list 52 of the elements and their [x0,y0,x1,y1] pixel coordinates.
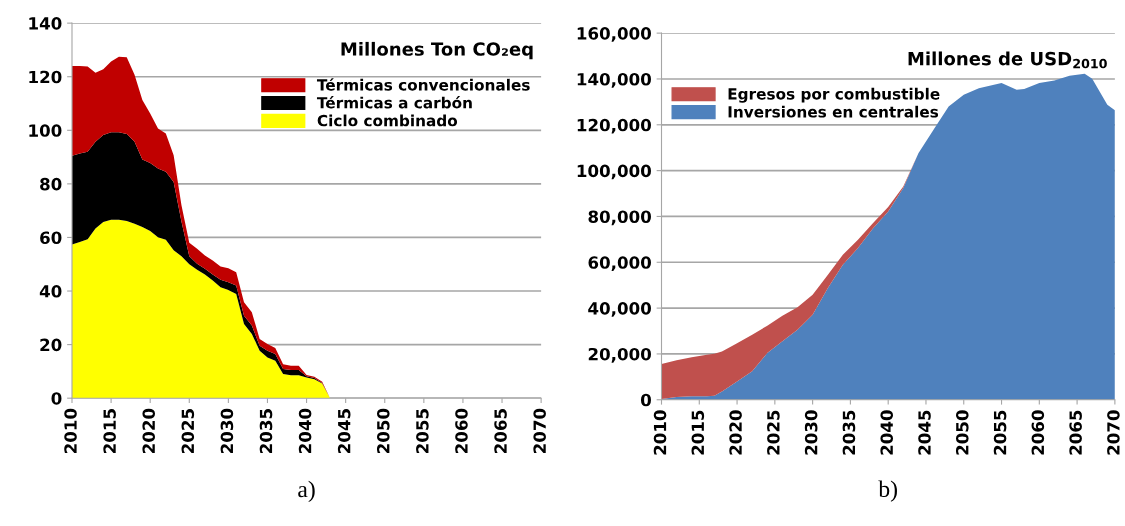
legend-label: Térmicas convencionales [316,78,530,91]
y-tick-label: 80 [40,177,62,191]
legend-label: Térmicas a carbón [316,96,472,109]
y-tick-label: 0 [51,392,62,405]
x-tick-label: 2010 [653,410,667,455]
legend-label: Ciclo combinado [317,114,458,127]
y-tick-label: 100,000 [577,164,651,180]
x-tick-label: 2030 [804,410,818,455]
y-tick-label: 100 [29,124,62,137]
x-tick-label: 2050 [955,410,969,455]
x-tick-label: 2070 [533,408,546,453]
x-tick-label: 2020 [729,410,742,455]
x-tick-label: 2070 [1107,410,1120,455]
y-tick-label: 140,000 [577,72,651,88]
y-tick-label: 140 [29,17,62,30]
legend-label: Inversiones en centrales [728,105,939,118]
x-tick-label: 2040 [298,408,312,453]
text: Millones de USD$_{2010}$ [908,51,1107,69]
x-tick-label: 2040 [880,410,894,455]
x-tick-label: 2035 [842,410,856,455]
y-tick-label: 20,000 [588,347,651,363]
y-tick-label: 120,000 [577,118,651,134]
y-tick-label: 160,000 [577,27,651,42]
y-tick-label: 40 [39,284,62,298]
y-tick-label: 80,000 [588,210,651,226]
x-tick-label: 2010 [64,408,77,453]
x-tick-label: 2035 [259,409,273,453]
y-tick-label: 60 [40,231,62,245]
x-tick-label: 2020 [142,408,156,453]
text: b) [878,480,897,502]
x-tick-label: 2030 [220,408,234,453]
text: Millones Ton CO₂eq [341,41,533,60]
y-tick-label: 40,000 [588,302,651,317]
x-tick-label: 2045 [337,409,351,453]
x-tick-label: 2025 [181,409,195,453]
x-tick-label: 2025 [767,410,780,455]
x-tick-label: 2065 [494,409,507,453]
x-tick-label: 2055 [416,409,429,453]
x-tick-label: 2060 [455,408,468,453]
y-tick-label: 60,000 [588,256,651,271]
y-tick-label: 20 [40,338,62,352]
y-tick-label: 0 [640,393,651,407]
x-tick-label: 2065 [1069,410,1082,455]
x-tick-label: 2060 [1031,410,1045,455]
x-tick-label: 2055 [993,410,1007,455]
x-tick-label: 2015 [103,409,116,453]
x-tick-label: 2050 [376,408,390,453]
x-tick-label: 2015 [691,410,705,455]
text: a) [298,480,315,503]
y-tick-label: 120 [29,70,62,84]
x-tick-label: 2045 [918,410,931,455]
legend-label: Egresos por combustible [728,87,940,103]
